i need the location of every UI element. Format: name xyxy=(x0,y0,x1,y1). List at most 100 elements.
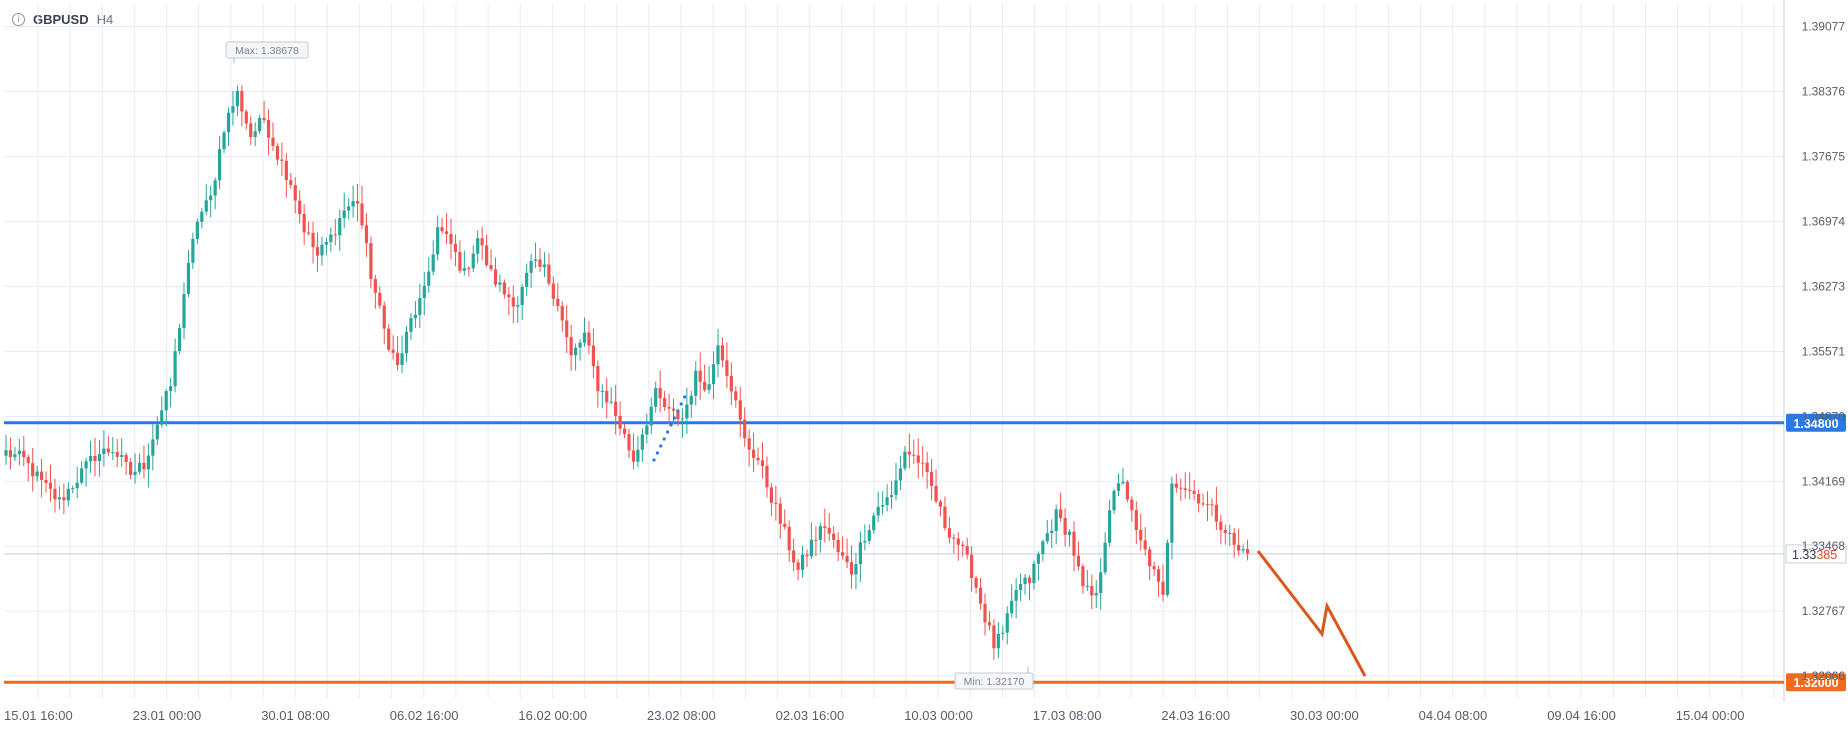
candle-body xyxy=(1023,577,1027,584)
candle-body xyxy=(800,554,805,570)
candle-body xyxy=(796,562,800,570)
candle-body xyxy=(574,347,578,356)
candle-body xyxy=(894,480,898,496)
candle-body xyxy=(88,455,93,462)
candle-body xyxy=(756,457,760,461)
candle-body xyxy=(493,269,498,285)
candle-body xyxy=(912,454,916,456)
candle-body xyxy=(449,233,453,244)
candle-body xyxy=(952,537,956,539)
candle-body xyxy=(133,471,137,475)
candle-body xyxy=(671,408,676,411)
candle-body xyxy=(106,448,110,453)
info-icon[interactable]: i xyxy=(12,13,25,26)
candle-body xyxy=(729,375,733,392)
candle-body xyxy=(507,294,511,298)
candle-body xyxy=(974,577,978,588)
candle-body xyxy=(71,488,75,490)
x-tick-label: 06.02 16:00 xyxy=(390,708,459,723)
max-label: Max: 1.38678 xyxy=(235,45,299,57)
candle-body xyxy=(961,544,965,547)
y-tick-label: 1.37675 xyxy=(1802,149,1846,163)
candle-body xyxy=(1232,532,1236,545)
candle-body xyxy=(115,452,119,457)
candle-body xyxy=(298,200,302,215)
candle-body xyxy=(453,243,458,252)
candle-body xyxy=(1059,509,1063,519)
candle-body xyxy=(1054,509,1058,531)
candle-body xyxy=(84,461,88,469)
candle-body xyxy=(609,401,613,403)
candle-body xyxy=(832,533,836,540)
candle-body xyxy=(774,502,778,504)
candle-body xyxy=(458,251,462,271)
candle-body xyxy=(1139,529,1143,541)
candle-body xyxy=(467,268,471,270)
candle-body xyxy=(836,539,840,553)
candle-body xyxy=(307,232,311,234)
candle-body xyxy=(258,117,262,132)
arrow-path xyxy=(1256,550,1367,677)
candle-body xyxy=(124,455,128,463)
candle-body xyxy=(849,562,854,575)
candle-body xyxy=(1143,540,1147,550)
candle-body xyxy=(213,180,217,196)
candle-body xyxy=(53,488,57,500)
candle-body xyxy=(485,245,489,266)
candle-body xyxy=(26,457,30,464)
candle-body xyxy=(391,349,395,353)
candle-body xyxy=(1067,531,1072,535)
candle-body xyxy=(872,515,876,531)
candle-body xyxy=(444,231,449,234)
candle-body xyxy=(1045,533,1049,542)
x-tick-label: 30.01 08:00 xyxy=(261,708,330,723)
candle-body xyxy=(400,353,404,366)
y-tick-label: 1.38376 xyxy=(1802,84,1846,98)
candle-body xyxy=(1116,483,1121,491)
current-price-label: 1.33385 xyxy=(1792,548,1837,562)
candle-body xyxy=(413,314,417,319)
candle-body xyxy=(885,497,889,506)
chart-grid xyxy=(4,0,1785,702)
candle-body xyxy=(867,530,871,541)
candle-body xyxy=(502,282,506,295)
candle-body xyxy=(302,214,306,233)
candle-body xyxy=(231,106,235,113)
candle-body xyxy=(347,206,351,211)
candle-body xyxy=(111,452,115,454)
candle-body xyxy=(17,450,21,455)
candle-body xyxy=(427,271,431,286)
candle-body xyxy=(1125,481,1129,500)
candle-body xyxy=(792,550,796,563)
candle-body xyxy=(747,438,751,450)
trend-dots xyxy=(652,395,687,462)
x-tick-label: 09.04 16:00 xyxy=(1547,708,1616,723)
candle-body xyxy=(743,419,747,439)
candle-body xyxy=(311,232,315,248)
candle-body xyxy=(1032,563,1036,584)
candle-body xyxy=(418,298,422,315)
candle-body xyxy=(551,283,555,299)
candle-body xyxy=(898,468,903,481)
candle-body xyxy=(854,564,858,575)
candle-body xyxy=(787,526,791,551)
y-tick-label: 1.39077 xyxy=(1802,20,1846,34)
candle-body xyxy=(516,304,520,307)
candle-body xyxy=(694,370,698,396)
candle-body xyxy=(280,159,284,161)
projection-arrow xyxy=(1256,550,1367,677)
candle-body xyxy=(1219,521,1223,530)
candle-body xyxy=(823,526,827,528)
candle-body xyxy=(622,428,627,434)
candle-body xyxy=(916,455,920,463)
candle-body xyxy=(1223,529,1227,534)
candle-body xyxy=(1108,510,1112,543)
candle-body xyxy=(57,497,61,500)
candle-body xyxy=(471,253,475,269)
candle-body xyxy=(996,633,1000,649)
candle-body xyxy=(778,503,782,524)
candle-body xyxy=(235,90,239,107)
candle-body xyxy=(382,305,386,329)
candle-body xyxy=(289,179,293,186)
